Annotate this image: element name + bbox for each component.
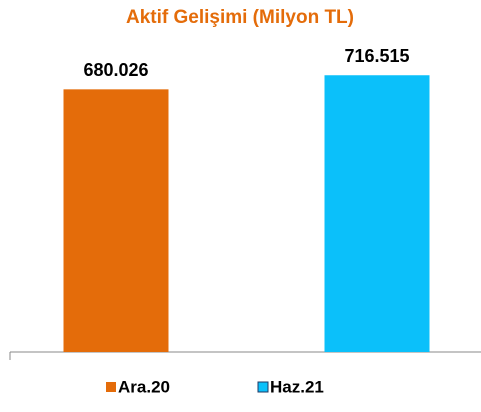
legend-swatch	[257, 381, 269, 393]
legend-swatch	[106, 382, 116, 392]
bar	[324, 75, 430, 352]
legend-label: Haz.21	[270, 377, 324, 396]
legend-label: Ara.20	[118, 377, 170, 396]
bar	[63, 89, 169, 352]
data-label: 680.026	[83, 60, 148, 80]
data-label: 716.515	[344, 46, 409, 66]
chart-title: Aktif Gelişimi (Milyon TL)	[126, 7, 354, 28]
